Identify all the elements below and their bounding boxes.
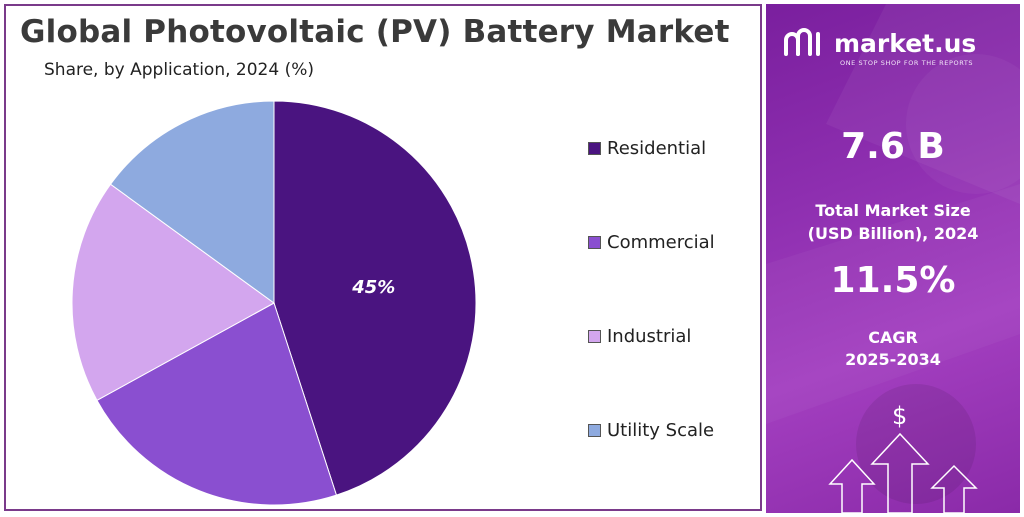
market-size-label-line1: Total Market Size (815, 201, 971, 220)
page-title: Global Photovoltaic (PV) Battery Market (20, 14, 730, 50)
dollar-icon: $ (892, 402, 907, 430)
legend-item-residential: Residential (588, 138, 706, 159)
market-size-value: 7.6 B (841, 126, 945, 167)
cagr-value: 11.5% (830, 260, 956, 301)
pie-slice-residential (273, 100, 477, 496)
legend-item-utility-scale: Utility Scale (588, 420, 714, 441)
cagr-label-line1: CAGR (868, 328, 918, 347)
legend-item-industrial: Industrial (588, 326, 691, 347)
background-decoration (766, 4, 1020, 504)
arrow-up-icon (828, 432, 978, 513)
legend-label: Residential (607, 138, 707, 159)
brand-name: market.us (834, 28, 977, 58)
legend-label: Utility Scale (607, 420, 715, 441)
cagr-label-line2: 2025-2034 (845, 350, 941, 369)
pie-slice-commercial (96, 302, 338, 506)
legend-swatch (588, 236, 601, 249)
legend-label: Industrial (607, 326, 692, 347)
pie-slice-industrial (71, 183, 275, 401)
market-size-label-line2: (USD Billion), 2024 (807, 224, 979, 243)
pie-slice-utility-scale (109, 100, 275, 304)
legend-swatch (588, 330, 601, 343)
brand-tagline: ONE STOP SHOP FOR THE REPORTS (840, 59, 974, 67)
brand: market.us (782, 28, 976, 58)
data-label-residential: 45% (351, 277, 395, 298)
stats-panel: market.us ONE STOP SHOP FOR THE REPORTS … (766, 4, 1020, 513)
logo-icon (784, 28, 820, 56)
legend-swatch (588, 142, 601, 155)
chart-panel: Global Photovoltaic (PV) Battery Market … (4, 4, 762, 511)
chart-subtitle: Share, by Application, 2024 (%) (44, 60, 314, 80)
legend-label: Commercial (607, 232, 715, 253)
legend-item-commercial: Commercial (588, 232, 715, 253)
growth-illustration: $ (828, 402, 978, 513)
legend-swatch (588, 424, 601, 437)
pie-chart: 45% (71, 100, 477, 506)
